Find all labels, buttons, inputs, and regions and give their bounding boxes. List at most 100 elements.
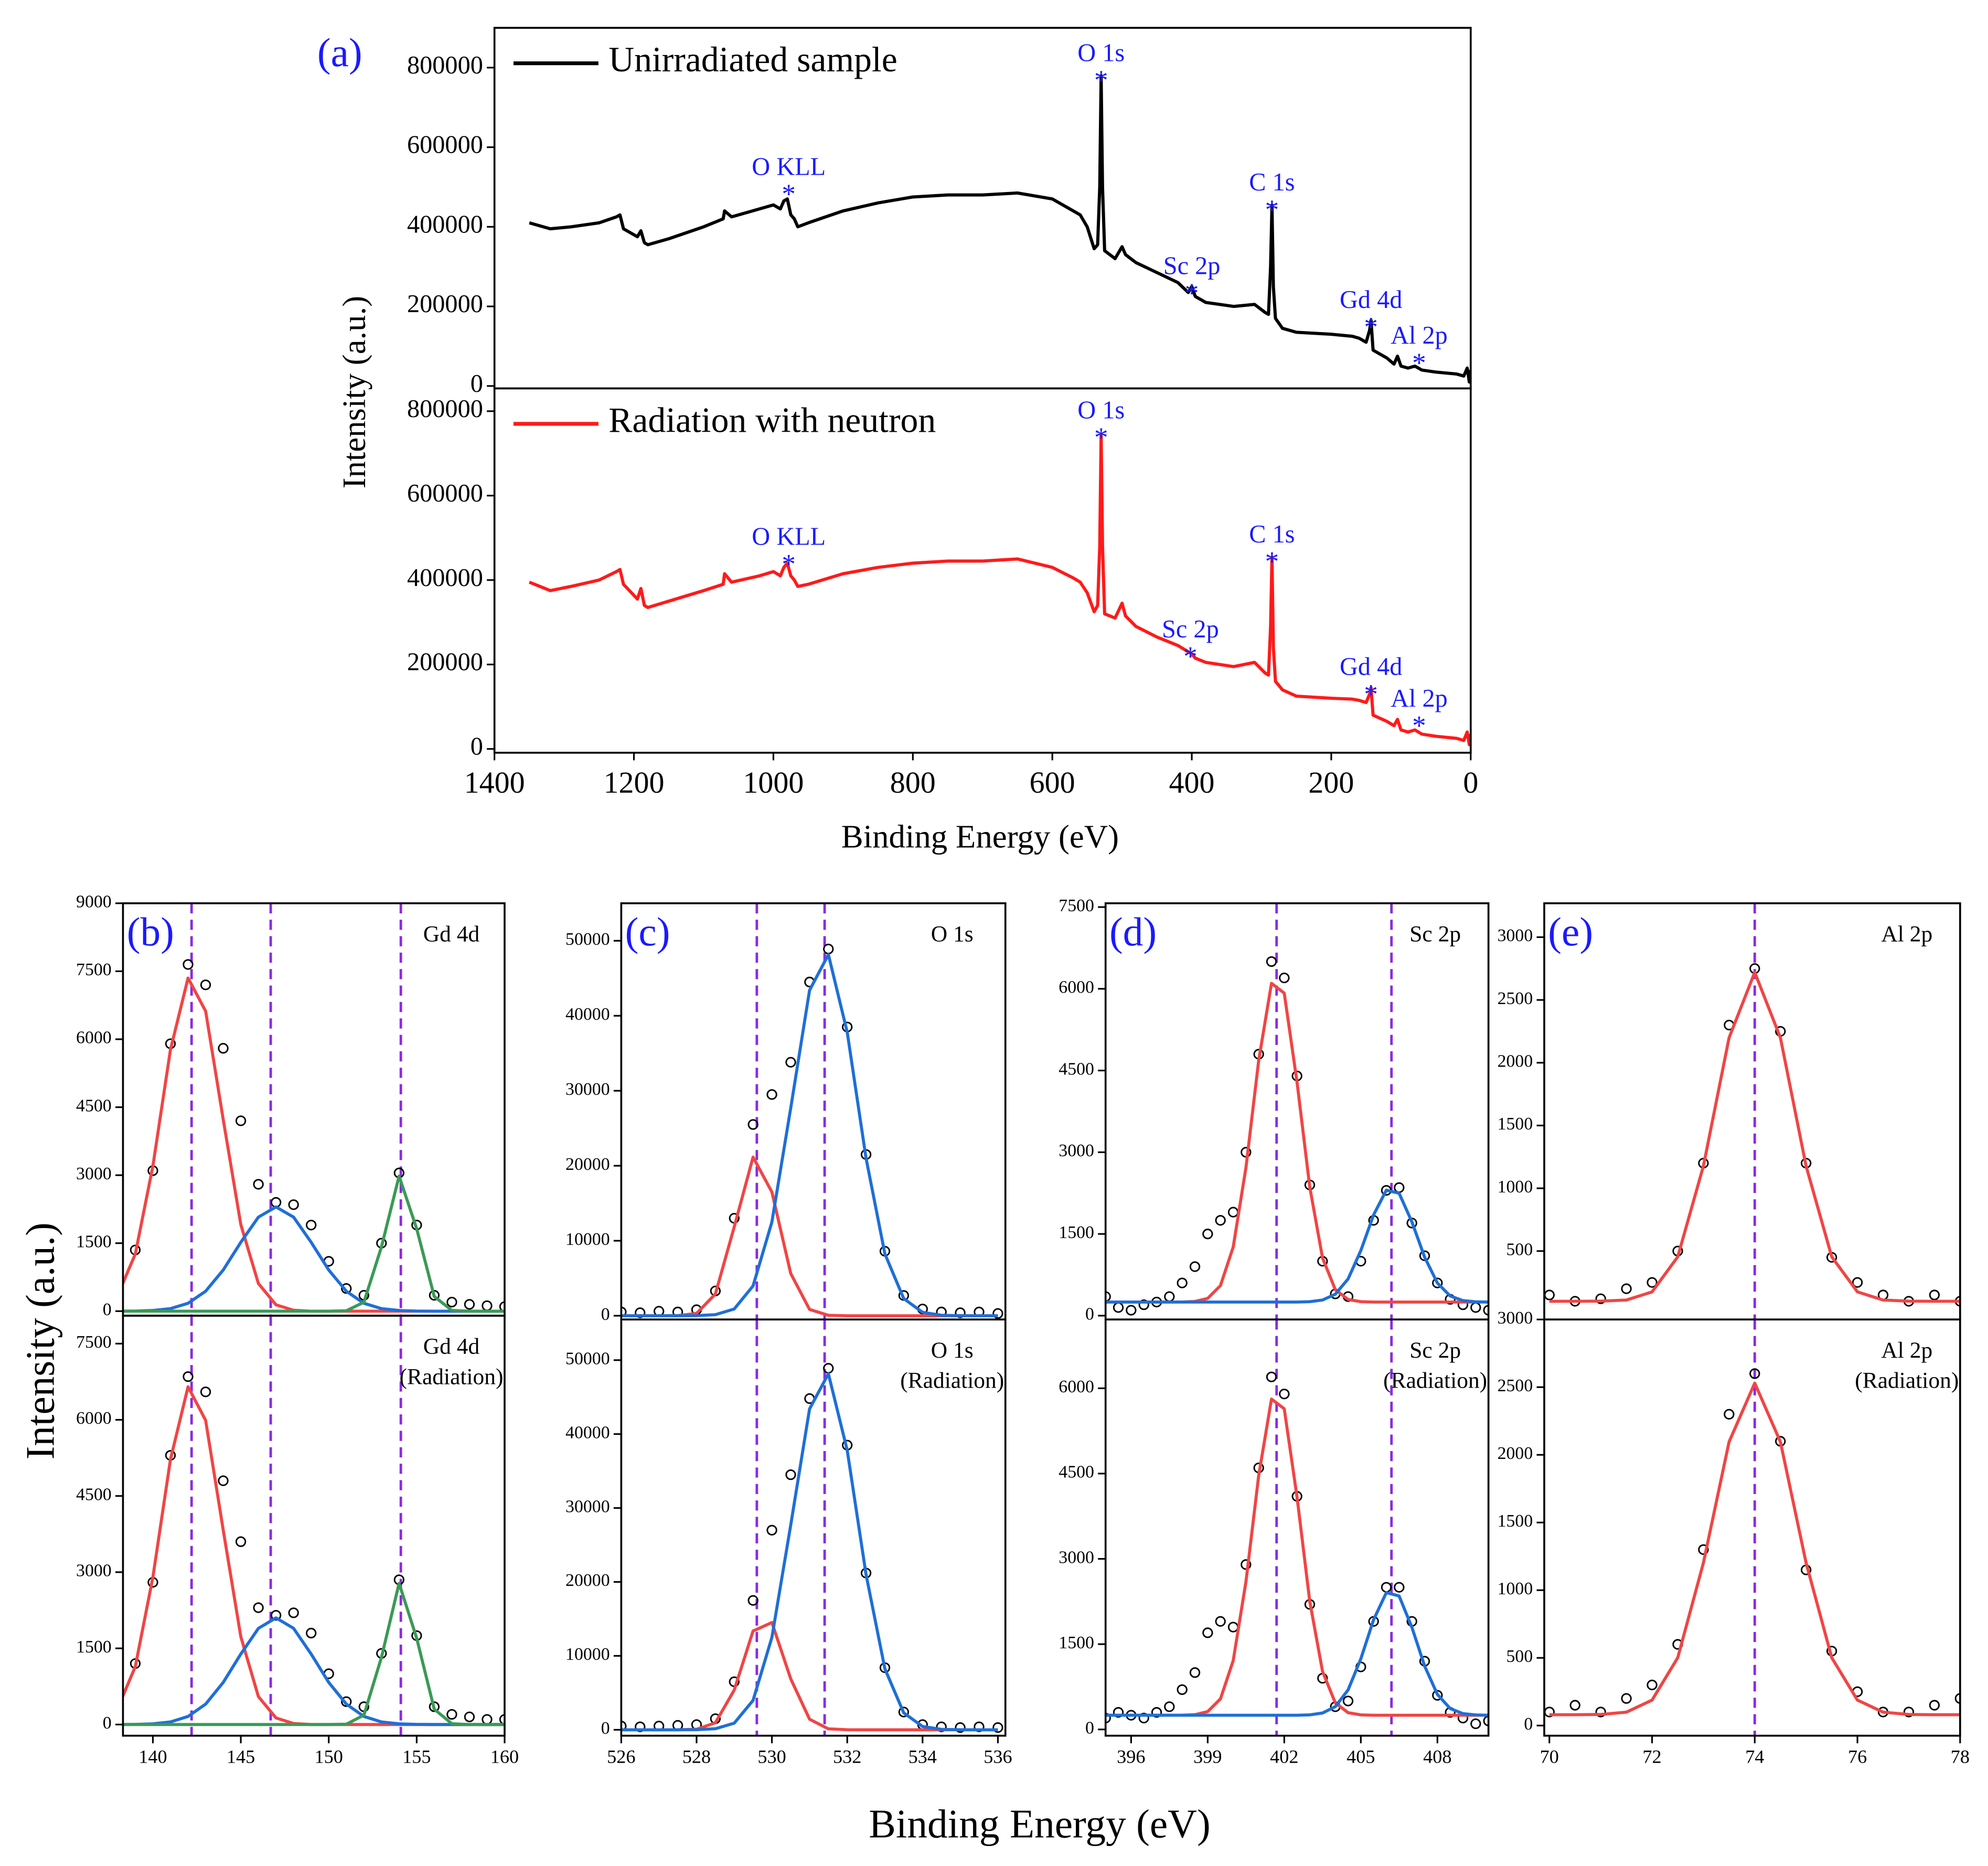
y-tick-label: 50000 (565, 1349, 610, 1369)
y-tick-label: 4500 (76, 1485, 112, 1504)
panel-label: (e) (1548, 909, 1593, 954)
peak-marker: * (782, 179, 796, 210)
panel-label: (b) (127, 909, 174, 954)
y-tick-label: 800000 (407, 395, 483, 423)
peak-label: Al 2p (1881, 922, 1932, 947)
peak-label: Al 2p (1391, 685, 1448, 712)
data-point (1138, 1712, 1149, 1724)
peak-label: O 1s (1077, 39, 1125, 67)
data-point (785, 1057, 796, 1068)
panel-label: (c) (625, 909, 670, 954)
peak-marker: * (1185, 279, 1199, 309)
data-point (1929, 1289, 1940, 1300)
peak-label: O KLL (752, 153, 826, 181)
plot-frame (493, 387, 1472, 754)
data-point (1483, 1715, 1489, 1726)
peak-label: O 1s (1077, 396, 1125, 424)
series-line (529, 74, 1471, 384)
peak-label: Sc 2p (1163, 252, 1221, 280)
data-point (429, 1701, 440, 1712)
y-tick-label: 500 (1506, 1647, 1533, 1666)
series-line (1549, 971, 1960, 1303)
y-tick-label: 40000 (565, 1423, 610, 1442)
y-tick-label: 0 (103, 1300, 112, 1319)
peak-label: Gd 4d (423, 922, 480, 947)
data-point (1113, 1707, 1124, 1718)
y-tick-label: 6000 (1059, 1377, 1094, 1396)
x-tick-label: 532 (833, 1746, 861, 1767)
x-tick-label: 530 (757, 1746, 786, 1767)
x-tick-label: 1200 (604, 765, 665, 799)
y-axis-label: Intensity (a.u.) (17, 1222, 62, 1459)
peak-label: O 1s (931, 922, 974, 947)
series-line (1105, 1591, 1489, 1717)
data-point (635, 1721, 646, 1732)
data-point (446, 1709, 457, 1720)
data-point (1647, 1679, 1658, 1690)
data-point (1215, 1215, 1226, 1226)
data-point (992, 1722, 1003, 1733)
y-tick-label: 1500 (76, 1232, 112, 1252)
plot-frame (1543, 1318, 1961, 1737)
y-tick-label: 20000 (565, 1155, 610, 1174)
y-tick-label: 0 (1085, 1718, 1094, 1737)
data-point (1279, 1389, 1290, 1400)
y-tick-label: 9000 (76, 892, 112, 912)
y-tick-label: 1500 (1059, 1223, 1094, 1242)
y-tick-label: 2500 (1498, 1376, 1533, 1395)
series-line (621, 953, 998, 1317)
x-axis-label: Binding Energy (eV) (841, 818, 1119, 855)
data-point (218, 1043, 229, 1054)
y-tick-label: 600000 (407, 479, 483, 507)
y-tick-label: 20000 (565, 1571, 610, 1590)
y-tick-label: 3000 (76, 1561, 112, 1581)
data-point (1432, 1277, 1443, 1288)
data-point (1647, 1277, 1658, 1288)
x-tick-label: 155 (402, 1746, 431, 1767)
data-point (955, 1307, 966, 1318)
x-tick-label: 402 (1270, 1746, 1298, 1767)
x-tick-label: 70 (1540, 1746, 1559, 1767)
y-tick-label: 30000 (565, 1080, 610, 1099)
data-point (747, 1119, 758, 1130)
data-point (1470, 1718, 1481, 1729)
y-tick-label: 0 (601, 1305, 610, 1324)
peak-label: (Radiation) (399, 1364, 503, 1390)
data-point (200, 1387, 211, 1398)
y-tick-label: 1500 (1498, 1511, 1533, 1531)
data-point (446, 1296, 457, 1308)
y-tick-label: 0 (1524, 1714, 1533, 1734)
peak-marker: * (1094, 66, 1108, 96)
y-tick-label: 1000 (1498, 1177, 1533, 1197)
x-tick-label: 526 (607, 1746, 635, 1767)
peak-label: C 1s (1249, 168, 1295, 196)
y-tick-label: 600000 (407, 131, 483, 159)
data-point (1266, 1371, 1277, 1382)
peak-label: Gd 4d (423, 1334, 480, 1359)
data-point (1138, 1299, 1149, 1310)
x-tick-label: 200 (1308, 765, 1354, 799)
peak-marker: * (782, 549, 796, 580)
data-point (992, 1308, 1003, 1319)
y-tick-label: 40000 (565, 1005, 610, 1024)
data-point (464, 1299, 475, 1310)
data-point (464, 1711, 475, 1722)
y-tick-label: 4500 (76, 1096, 112, 1115)
peak-label: O 1s (931, 1338, 974, 1363)
y-tick-label: 2500 (1498, 989, 1533, 1008)
y-tick-label: 200000 (407, 290, 483, 318)
data-point (1724, 1409, 1735, 1420)
y-tick-label: 2000 (1498, 1444, 1533, 1463)
y-tick-label: 1500 (1498, 1114, 1533, 1134)
y-tick-label: 30000 (565, 1497, 610, 1516)
data-point (1698, 1544, 1709, 1555)
peak-label: (Radiation) (900, 1368, 1004, 1393)
data-point (1621, 1283, 1632, 1294)
x-tick-label: 400 (1169, 765, 1215, 799)
peak-label: Sc 2p (1409, 922, 1461, 947)
x-tick-label: 150 (315, 1746, 343, 1767)
data-point (1266, 956, 1277, 967)
x-tick-label: 600 (1030, 765, 1075, 799)
x-tick-label: 145 (227, 1746, 255, 1767)
